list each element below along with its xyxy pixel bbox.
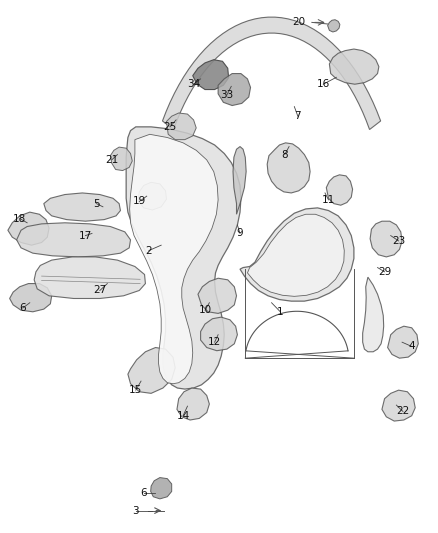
Polygon shape — [193, 60, 229, 90]
Polygon shape — [247, 214, 344, 296]
Polygon shape — [329, 49, 379, 84]
Polygon shape — [370, 221, 402, 257]
Polygon shape — [17, 223, 131, 257]
Polygon shape — [218, 74, 251, 106]
Polygon shape — [110, 147, 132, 171]
Text: 11: 11 — [322, 195, 335, 205]
Text: 6: 6 — [19, 303, 26, 313]
Polygon shape — [240, 208, 354, 301]
Polygon shape — [128, 348, 175, 393]
Text: 3: 3 — [132, 506, 139, 515]
Text: 33: 33 — [220, 90, 233, 100]
Text: 8: 8 — [281, 150, 288, 159]
Polygon shape — [8, 212, 49, 245]
Polygon shape — [382, 390, 415, 421]
Text: 25: 25 — [163, 122, 177, 132]
Text: 23: 23 — [392, 236, 405, 246]
Text: 9: 9 — [237, 229, 244, 238]
Text: 7: 7 — [294, 111, 301, 121]
Text: 6: 6 — [140, 488, 147, 498]
Polygon shape — [44, 193, 120, 221]
Polygon shape — [10, 284, 52, 312]
Polygon shape — [328, 20, 340, 32]
Polygon shape — [166, 113, 196, 140]
Text: 20: 20 — [292, 18, 305, 27]
Text: 12: 12 — [208, 337, 221, 347]
Polygon shape — [267, 143, 310, 193]
Polygon shape — [162, 17, 381, 130]
Text: 1: 1 — [277, 307, 284, 317]
Text: 18: 18 — [13, 214, 26, 223]
Text: 4: 4 — [408, 342, 415, 351]
Text: 22: 22 — [396, 407, 410, 416]
Text: 5: 5 — [93, 199, 100, 208]
Polygon shape — [326, 175, 353, 205]
Text: 16: 16 — [317, 79, 330, 89]
Text: 10: 10 — [198, 305, 212, 315]
Polygon shape — [138, 182, 166, 210]
Text: 15: 15 — [129, 385, 142, 395]
Polygon shape — [233, 147, 246, 214]
Text: 27: 27 — [93, 286, 106, 295]
Text: 17: 17 — [79, 231, 92, 240]
Polygon shape — [130, 134, 218, 384]
Text: 29: 29 — [378, 267, 391, 277]
Text: 2: 2 — [145, 246, 152, 255]
Text: 34: 34 — [187, 79, 200, 89]
Polygon shape — [151, 478, 172, 499]
Text: 19: 19 — [133, 197, 146, 206]
Polygon shape — [363, 277, 384, 352]
Polygon shape — [177, 388, 209, 420]
Polygon shape — [198, 278, 237, 313]
Text: 14: 14 — [177, 411, 190, 421]
Polygon shape — [388, 326, 418, 358]
Polygon shape — [34, 257, 145, 298]
Polygon shape — [201, 317, 237, 351]
Polygon shape — [126, 127, 241, 389]
Text: 21: 21 — [105, 155, 118, 165]
